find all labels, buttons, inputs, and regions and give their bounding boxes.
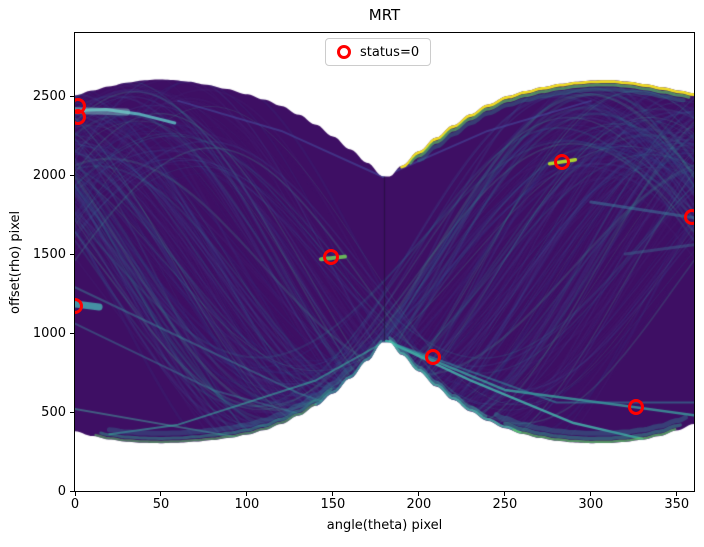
status0-marker — [553, 153, 570, 170]
density-plot-canvas — [75, 33, 694, 491]
y-tick — [70, 253, 74, 255]
x-tick-label: 100 — [234, 497, 260, 512]
x-tick-label: 350 — [664, 497, 690, 512]
status0-marker — [627, 399, 644, 416]
plot-area: status=0 — [74, 32, 695, 492]
legend: status=0 — [325, 38, 432, 66]
x-tick-label: 50 — [152, 497, 170, 512]
x-tick — [418, 492, 420, 496]
status0-marker — [75, 297, 83, 314]
y-tick — [70, 411, 74, 413]
x-tick — [160, 492, 162, 496]
y-tick-label: 2500 — [32, 88, 66, 104]
y-tick — [70, 332, 74, 334]
status0-marker — [323, 249, 340, 266]
y-tick-label: 2000 — [32, 167, 66, 183]
x-tick-label: 150 — [320, 497, 346, 512]
legend-label: status=0 — [360, 44, 420, 60]
x-tick-label: 200 — [406, 497, 432, 512]
y-tick — [70, 174, 74, 176]
status0-marker — [424, 348, 441, 365]
legend-marker-icon — [337, 45, 351, 59]
x-axis-label: angle(theta) pixel — [326, 518, 443, 533]
x-tick — [74, 492, 76, 496]
x-tick — [332, 492, 334, 496]
y-tick-label: 1500 — [32, 246, 66, 262]
chart-title: MRT — [368, 6, 401, 24]
y-tick-label: 500 — [41, 404, 66, 420]
status0-marker — [75, 109, 87, 126]
x-tick-label: 0 — [70, 497, 80, 512]
x-tick — [590, 492, 592, 496]
y-tick — [70, 490, 74, 492]
y-tick-label: 0 — [57, 483, 66, 499]
status0-marker — [684, 209, 694, 226]
x-tick — [246, 492, 248, 496]
x-tick — [676, 492, 678, 496]
x-tick-label: 250 — [492, 497, 518, 512]
y-axis-label: offset(rho) pixel — [8, 210, 23, 314]
x-tick-label: 300 — [578, 497, 604, 512]
y-tick-label: 1000 — [32, 325, 66, 341]
x-tick — [504, 492, 506, 496]
y-tick — [70, 95, 74, 97]
